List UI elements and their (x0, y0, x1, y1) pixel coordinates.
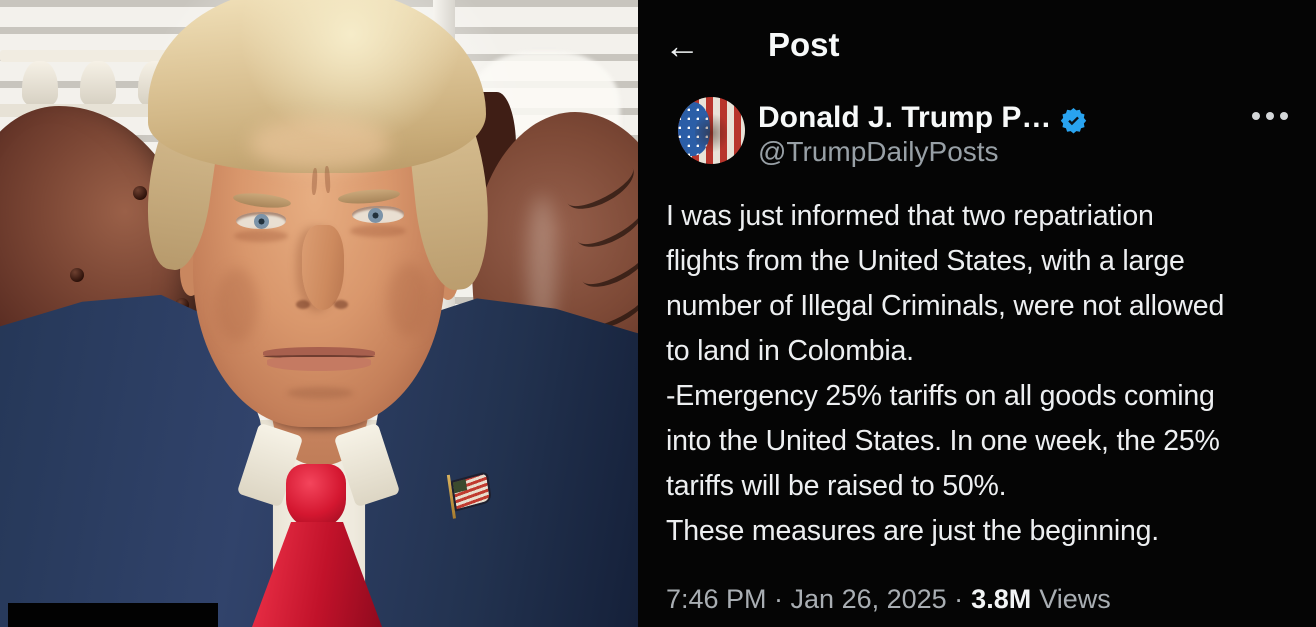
post-text-line: I was just informed that two repatriatio… (666, 200, 1154, 232)
post-text-line: These measures are just the beginning. (666, 515, 1160, 547)
nostril-shadow (334, 300, 348, 309)
post-text-line: flights from the United States, with a l… (666, 245, 1185, 277)
baluster-post (80, 61, 116, 106)
author-row: Donald J. Trump P… (758, 101, 1087, 135)
avatar-face-shading (695, 110, 727, 156)
chair-tuft-button (70, 268, 84, 282)
verified-badge-icon (1061, 107, 1087, 133)
more-options-button[interactable] (1244, 98, 1296, 134)
post-text-line: number of Illegal Criminals, were not al… (666, 290, 1225, 322)
balustrade-rail (0, 50, 190, 62)
cheek-shading (388, 263, 430, 337)
baluster-post (22, 61, 58, 106)
mouth (267, 357, 371, 371)
iris (368, 208, 383, 223)
page-title: Post (768, 26, 840, 63)
nose (302, 225, 344, 310)
trump-photo (0, 0, 638, 627)
right-eye (352, 206, 404, 223)
left-eye (236, 212, 286, 229)
flag-canton (452, 479, 468, 494)
author-name[interactable]: Donald J. Trump P… (758, 101, 1052, 134)
more-dot-icon (1266, 112, 1274, 120)
more-dot-icon (1252, 112, 1260, 120)
forehead-highlight (250, 118, 390, 170)
post-meta: 7:46 PM · Jan 26, 2025 · 3.8M Views (666, 584, 1111, 615)
post-text-line: -Emergency 25% tariffs on all goods comi… (666, 380, 1215, 412)
us-flag-pin-icon (446, 469, 495, 522)
post-text-line: to land in Colombia. (666, 335, 914, 367)
chair-tuft-button (133, 186, 147, 200)
post-text-line: tariffs will be raised to 50%. (666, 470, 1007, 502)
avatar[interactable] (678, 97, 745, 164)
cheek-shading (216, 268, 258, 342)
red-tie-knot (286, 464, 346, 528)
post-timestamp: 7:46 PM · Jan 26, 2025 · (666, 584, 964, 614)
more-dot-icon (1280, 112, 1288, 120)
back-arrow-icon: ← (664, 25, 700, 66)
post-panel: ← Post Donald J. Trump P… @TrumpDailyPos… (638, 0, 1316, 627)
nostril-shadow (296, 300, 310, 309)
mouth (263, 347, 375, 358)
under-eye-shadow (234, 230, 288, 242)
under-eye-shadow (350, 225, 406, 237)
views-count: 3.8M (971, 584, 1032, 614)
post-text: I was just informed that two repatriatio… (666, 194, 1224, 554)
watermark-cover (8, 603, 218, 627)
views-label: Views (1039, 584, 1111, 614)
mouth-seam (263, 355, 375, 358)
iris (254, 214, 269, 229)
flag-stripes (450, 471, 493, 512)
post-text-line: into the United States. In one week, the… (666, 425, 1220, 457)
back-button[interactable]: ← (664, 24, 708, 68)
chin-crease (287, 387, 353, 399)
author-handle[interactable]: @TrumpDailyPosts (758, 136, 999, 167)
